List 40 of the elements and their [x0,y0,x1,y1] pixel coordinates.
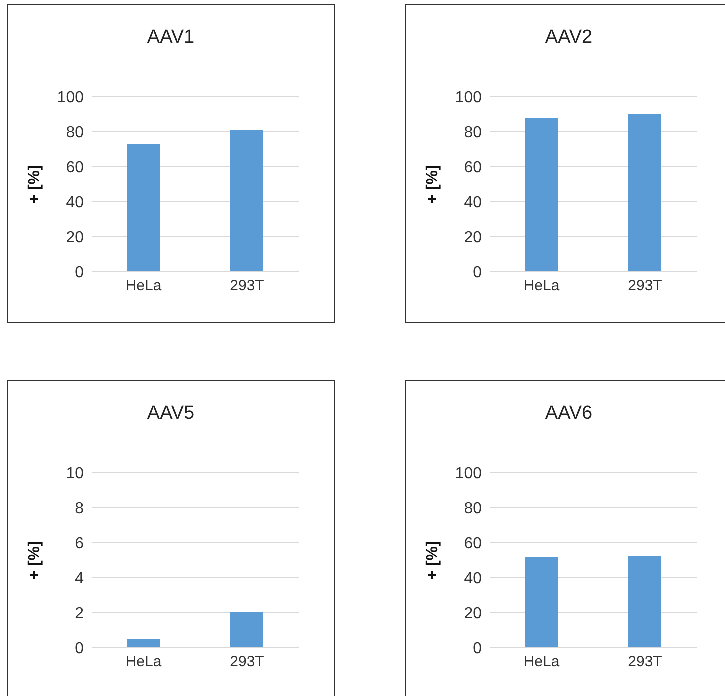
y-tick-label: 20 [464,230,482,247]
y-tick-label: 40 [464,194,482,212]
y-tick-label: 40 [66,194,84,212]
y-tick-label: 20 [464,606,482,623]
y-tick-label: 0 [75,264,84,282]
y-tick-label: 40 [464,570,482,588]
y-tick-label: 80 [464,124,482,142]
chart-title: AAV1 [146,27,196,49]
y-tick-label: 0 [473,264,482,282]
y-tick-label: 20 [66,230,84,247]
y-tick-label: 0 [75,640,84,658]
y-tick-label: 60 [66,160,84,177]
y-tick-label: 60 [464,536,482,553]
x-tick-label: 293T [628,278,662,295]
y-tick-label: 2 [75,606,84,623]
x-tick-label: 293T [628,654,662,671]
y-tick-label: 100 [455,90,482,107]
y-axis-title: + [%] [424,541,442,580]
x-tick-label: HeLa [524,654,560,671]
y-tick-label: 80 [464,500,482,518]
x-tick-label: HeLa [126,654,162,671]
y-tick-label: 100 [57,90,84,107]
x-tick-label: HeLa [524,278,560,295]
y-tick-label: 0 [473,640,482,658]
chart-title: AAV5 [146,403,196,425]
y-axis-title: + [%] [424,165,442,204]
y-tick-label: 80 [66,124,84,142]
y-axis-title: + [%] [26,541,44,580]
chart-title: AAV6 [544,403,594,425]
x-tick-label: HeLa [126,278,162,295]
y-axis-title: + [%] [26,165,44,204]
y-tick-label: 60 [464,160,482,177]
x-tick-label: 293T [230,654,264,671]
y-tick-label: 4 [75,570,84,588]
y-tick-label: 6 [75,536,84,553]
y-tick-label: 8 [75,500,84,518]
y-tick-label: 100 [455,466,482,483]
x-tick-label: 293T [230,278,264,295]
y-tick-label: 10 [66,466,84,483]
chart-title: AAV2 [544,27,594,49]
